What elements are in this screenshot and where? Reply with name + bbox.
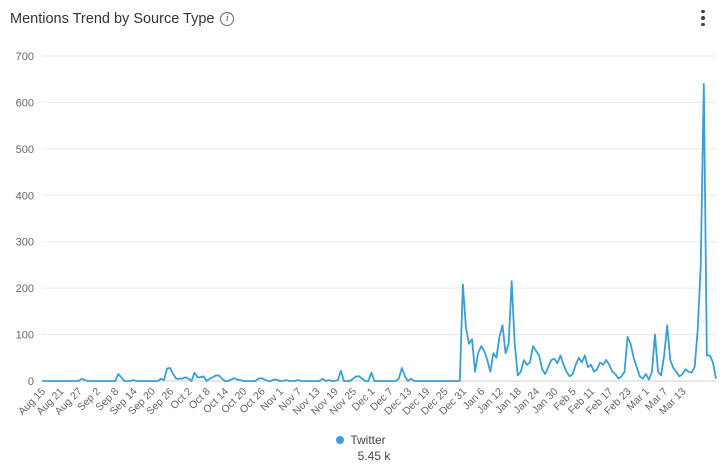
y-tick-label: 300 (16, 237, 34, 249)
grid-lines (42, 55, 716, 382)
legend-marker (336, 436, 345, 444)
y-tick-label: 500 (16, 144, 34, 156)
series-layer (42, 82, 717, 382)
y-tick-label: 100 (16, 330, 34, 342)
y-tick-label: 700 (16, 51, 34, 63)
chart-legend: Twitter 5.45 k (0, 433, 722, 463)
y-tick-label: 600 (16, 97, 34, 109)
more-vertical-icon[interactable] (698, 8, 708, 28)
y-tick-label: 400 (16, 190, 34, 202)
y-tick-label: 0 (28, 376, 34, 388)
series-line-twitter[interactable] (42, 82, 717, 382)
chart-title: Mentions Trend by Source Type (10, 11, 215, 27)
chart-header: Mentions Trend by Source Type i (10, 6, 235, 32)
legend-series-name: Twitter (350, 433, 386, 447)
y-tick-label: 200 (16, 283, 34, 295)
info-icon[interactable]: i (220, 12, 235, 26)
legend-total: 5.45 k (357, 449, 391, 463)
y-axis-ticks: 0 100 200 300 400 500 600 700 (16, 51, 34, 388)
legend-item-twitter[interactable]: Twitter (0, 433, 722, 447)
